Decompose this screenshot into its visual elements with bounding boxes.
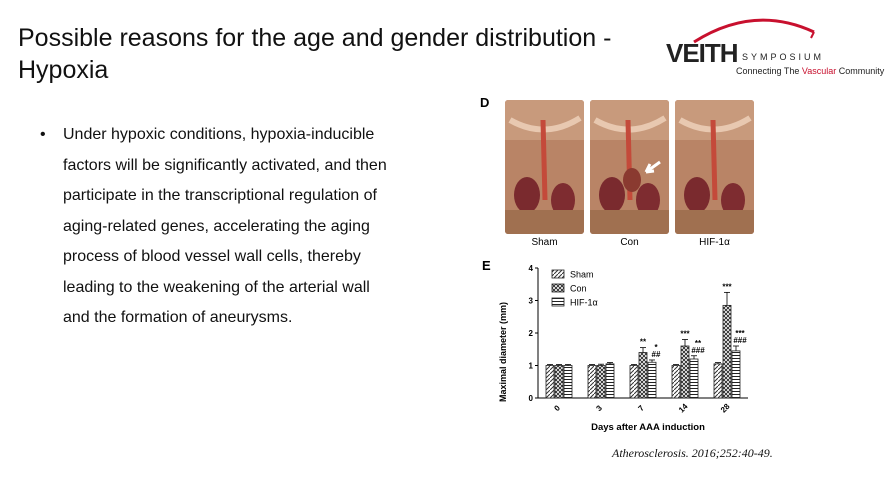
photo-hif <box>675 100 754 234</box>
significance-annotation: *** <box>680 330 690 339</box>
bar-sham-28 <box>713 363 723 399</box>
slide-title: Possible reasons for the age and gender … <box>18 24 612 84</box>
y-tick-label: 1 <box>529 362 534 371</box>
logo-subtitle: SYMPOSIUM <box>742 52 825 62</box>
significance-annotation: ## <box>652 350 661 359</box>
significance-annotation: ** <box>695 339 702 348</box>
logo-tagline-highlight: Vascular <box>801 66 837 76</box>
x-tick-label: 7 <box>636 403 646 413</box>
panel-e-label: E <box>482 258 491 273</box>
chart-bars: 0 3 7 14 28**##****###*****###*** <box>545 282 747 415</box>
x-tick-label: 3 <box>594 403 604 413</box>
bar-sham-3 <box>587 365 597 399</box>
logo-wordmark: VEITH <box>666 38 739 68</box>
bullet-item: • Under hypoxic conditions, hypoxia-indu… <box>40 120 400 334</box>
photo-caption-con: Con <box>620 237 639 248</box>
bar-con-28 <box>722 304 732 399</box>
y-tick-label: 2 <box>529 329 534 338</box>
bullet-text: Under hypoxic conditions, hypoxia-induci… <box>63 126 387 326</box>
logo-swoosh-icon <box>693 18 815 44</box>
y-axis-label: Maximal diameter (mm) <box>498 302 508 402</box>
bar-con-3 <box>596 365 606 399</box>
legend-swatch <box>551 269 565 279</box>
citation: Atherosclerosis. 2016;252:40-49. <box>612 446 773 460</box>
bar-con-14 <box>680 345 690 399</box>
bar-sham-7 <box>629 365 639 399</box>
logo-tagline-prefix: Connecting The <box>736 66 802 76</box>
bar-sham-0 <box>545 365 555 399</box>
y-tick-label: 0 <box>529 394 534 403</box>
y-tick-label: 4 <box>529 264 534 273</box>
bar-con-7 <box>638 352 648 399</box>
significance-annotation: * <box>654 343 658 352</box>
legend-label: Con <box>570 284 587 294</box>
significance-annotation: ### <box>733 336 747 345</box>
bar-hif1-7 <box>647 361 657 399</box>
legend-swatch <box>551 297 565 307</box>
y-tick-label: 3 <box>529 297 534 306</box>
bullet-dot-icon: • <box>40 126 46 143</box>
legend-swatch <box>551 283 565 293</box>
panel-d-label: D <box>480 95 490 110</box>
mouse-abdomen-image <box>505 100 584 234</box>
logo-tagline: Connecting The Vascular Community <box>736 66 884 76</box>
significance-annotation: ** <box>640 338 647 347</box>
photo-con <box>590 100 669 234</box>
legend-label: Sham <box>570 270 594 280</box>
photo-caption-hif: HIF-1α <box>699 237 730 248</box>
photo-caption-sham: Sham <box>531 237 558 248</box>
bar-sham-14 <box>671 365 681 399</box>
legend-label: HIF-1α <box>570 298 598 308</box>
significance-annotation: *** <box>722 282 732 291</box>
x-axis-label: Days after AAA induction <box>591 422 705 433</box>
bar-hif1-3 <box>605 363 615 399</box>
x-tick-label: 0 <box>552 403 562 413</box>
bar-hif1-0 <box>563 365 573 399</box>
bar-hif1-28 <box>731 350 741 399</box>
x-tick-label: 28 <box>719 402 732 415</box>
bar-con-0 <box>554 365 564 399</box>
x-tick-label: 14 <box>677 402 690 415</box>
mouse-abdomen-image <box>590 100 669 234</box>
logo-tagline-suffix: Community <box>836 66 885 76</box>
chart-legend: Sham Con HIF-1α <box>551 269 598 308</box>
bar-hif1-14 <box>689 358 699 399</box>
bullet-list: • Under hypoxic conditions, hypoxia-indu… <box>40 120 400 334</box>
mouse-abdomen-image <box>675 100 754 234</box>
significance-annotation: ### <box>691 346 705 355</box>
veith-symposium-logo: VEITH SYMPOSIUM Connecting The Vascular … <box>664 10 884 76</box>
photo-sham <box>505 100 584 234</box>
significance-annotation: *** <box>735 329 745 338</box>
